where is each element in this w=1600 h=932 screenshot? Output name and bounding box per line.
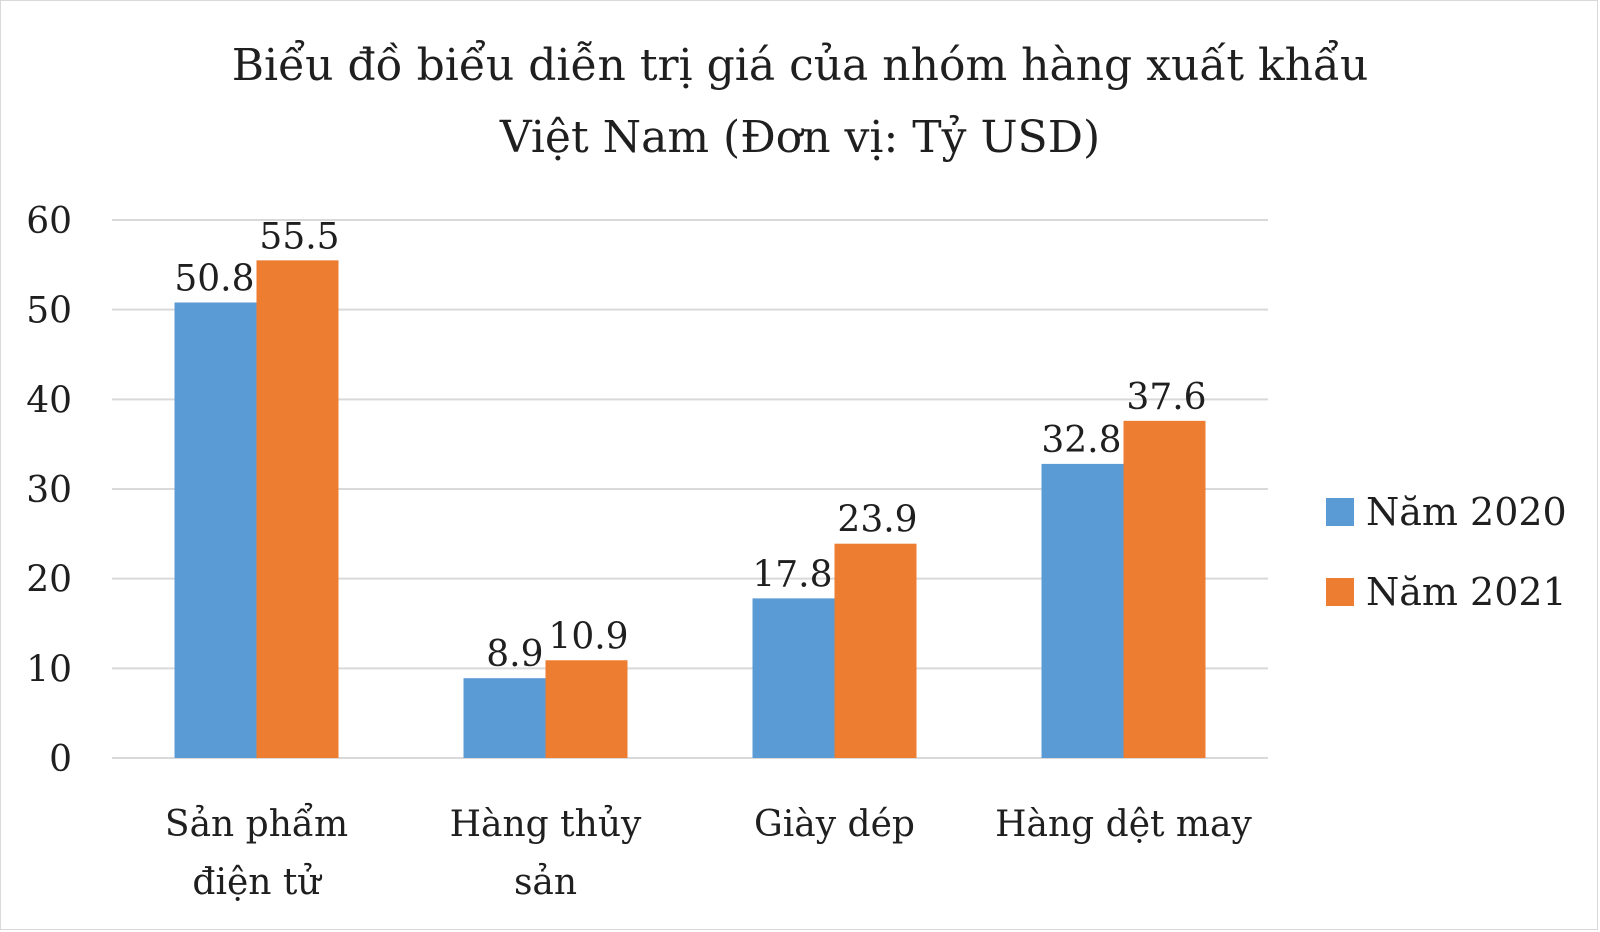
y-tick-label: 10 <box>26 649 72 690</box>
y-tick-label: 40 <box>26 380 72 421</box>
chart-title-line-2: Việt Nam (Đơn vị: Tỷ USD) <box>499 112 1100 163</box>
legend: Năm 2020 Năm 2021 <box>1326 490 1567 614</box>
data-label: 50.8 <box>174 258 254 299</box>
x-category-label: Giày dép <box>754 804 915 845</box>
x-category-label: sản <box>514 862 577 903</box>
bar-nam-2021 <box>834 543 917 758</box>
data-labels: 50.855.5 8.9 10.9 17.823.9 32.837.6 <box>174 216 1206 675</box>
y-tick-label: 20 <box>26 560 72 601</box>
x-category-label: Hàng dệt may <box>995 804 1252 845</box>
y-axis-ticks: 0 10 20 30 40 50 60 <box>26 201 72 780</box>
legend-swatch <box>1326 578 1354 606</box>
data-label: 32.8 <box>1041 420 1121 461</box>
y-tick-label: 30 <box>26 470 72 511</box>
legend-swatch <box>1326 498 1354 526</box>
x-axis-categories: Sản phẩm điện tử Hàng thủy sản Giày dép Hàng … <box>165 803 1253 903</box>
y-tick-label: 50 <box>26 291 72 332</box>
chart-title-line-1: Biểu đồ biểu diễn trị giá của nhóm hàng … <box>232 39 1369 91</box>
bar-nam-2020 <box>174 302 257 758</box>
x-category-label: Hàng thủy <box>450 804 642 845</box>
bars <box>174 260 1206 758</box>
data-label: 17.8 <box>752 554 832 595</box>
legend-label: Năm 2021 <box>1366 570 1567 614</box>
data-label: 8.9 <box>486 634 543 675</box>
x-category-label: Sản phẩm <box>165 803 348 845</box>
data-label: 55.5 <box>259 216 339 257</box>
chart-title: Biểu đồ biểu diễn trị giá của nhóm hàng … <box>232 39 1369 163</box>
bar-nam-2020 <box>463 678 546 758</box>
bar-nam-2021 <box>256 260 339 758</box>
bar-nam-2020 <box>752 598 835 758</box>
x-category-label: điện tử <box>192 862 322 903</box>
bar-nam-2020 <box>1041 463 1124 758</box>
data-label: 10.9 <box>548 616 628 657</box>
legend-label: Năm 2020 <box>1366 490 1567 534</box>
bar-nam-2021 <box>545 660 628 758</box>
data-label: 23.9 <box>837 500 917 541</box>
y-tick-label: 0 <box>49 739 72 780</box>
bar-nam-2021 <box>1123 420 1206 758</box>
y-tick-label: 60 <box>26 201 72 242</box>
data-label: 37.6 <box>1126 377 1206 418</box>
